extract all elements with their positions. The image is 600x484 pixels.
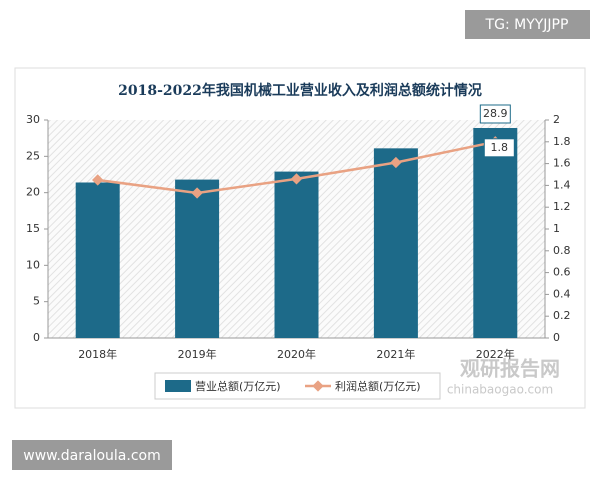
line-marker [191, 187, 203, 199]
y-tick-label: 10 [26, 258, 40, 271]
legend-label: 营业总额(万亿元) [195, 379, 281, 393]
watermark-name: 观研报告网 [460, 357, 560, 381]
y-tick-label: 20 [26, 186, 40, 199]
x-tick-label: 2022年 [476, 347, 515, 361]
value-label: 1.8 [491, 141, 509, 154]
bar [274, 171, 319, 338]
line-marker [290, 173, 303, 185]
badge-bg [12, 440, 172, 470]
x-tick-label: 2019年 [178, 347, 217, 361]
x-tick-label: 2020年 [277, 347, 316, 361]
y2-tick-label: 1 [553, 222, 560, 235]
y-tick-label: 15 [26, 222, 40, 235]
bar [473, 127, 518, 338]
legend-label: 利润总额(万亿元) [335, 379, 421, 393]
chart-title: 2018-2022年我国机械工业营业收入及利润总额统计情况 [118, 82, 482, 99]
y2-tick-label: 0.4 [553, 287, 571, 300]
bar [175, 179, 220, 338]
bar [75, 182, 120, 338]
value-label: 28.9 [483, 107, 508, 120]
watermark-site: chinabaogao.com [447, 383, 553, 397]
y2-tick-label: 0.8 [553, 244, 571, 257]
x-tick-label: 2021年 [376, 347, 415, 361]
y-tick-label: 5 [33, 295, 40, 308]
y2-tick-label: 0 [553, 331, 560, 344]
y2-tick-label: 1.8 [553, 135, 571, 148]
y2-tick-label: 1.4 [553, 178, 571, 191]
line-marker [390, 156, 402, 169]
y2-tick-label: 0.6 [553, 266, 571, 279]
y-tick-label: 30 [26, 113, 40, 126]
badge-top: TG: MYYJJPP [485, 17, 569, 33]
y2-tick-label: 1.6 [553, 157, 571, 170]
y2-tick-label: 1.2 [553, 200, 571, 213]
y2-tick-label: 0.2 [553, 309, 571, 322]
badge-bg [465, 10, 590, 39]
y-tick-label: 0 [33, 331, 40, 344]
y2-tick-label: 2 [553, 113, 560, 126]
value-label-box [479, 104, 511, 124]
value-label-box [483, 138, 515, 158]
bar [373, 148, 418, 338]
legend-swatch [165, 380, 191, 392]
x-tick-label: 2018年 [78, 347, 117, 361]
legend-swatch [312, 380, 324, 392]
badge-bottom: www.daraloula.com [23, 448, 160, 464]
legend-box [154, 372, 441, 400]
y-tick-label: 25 [26, 149, 40, 162]
